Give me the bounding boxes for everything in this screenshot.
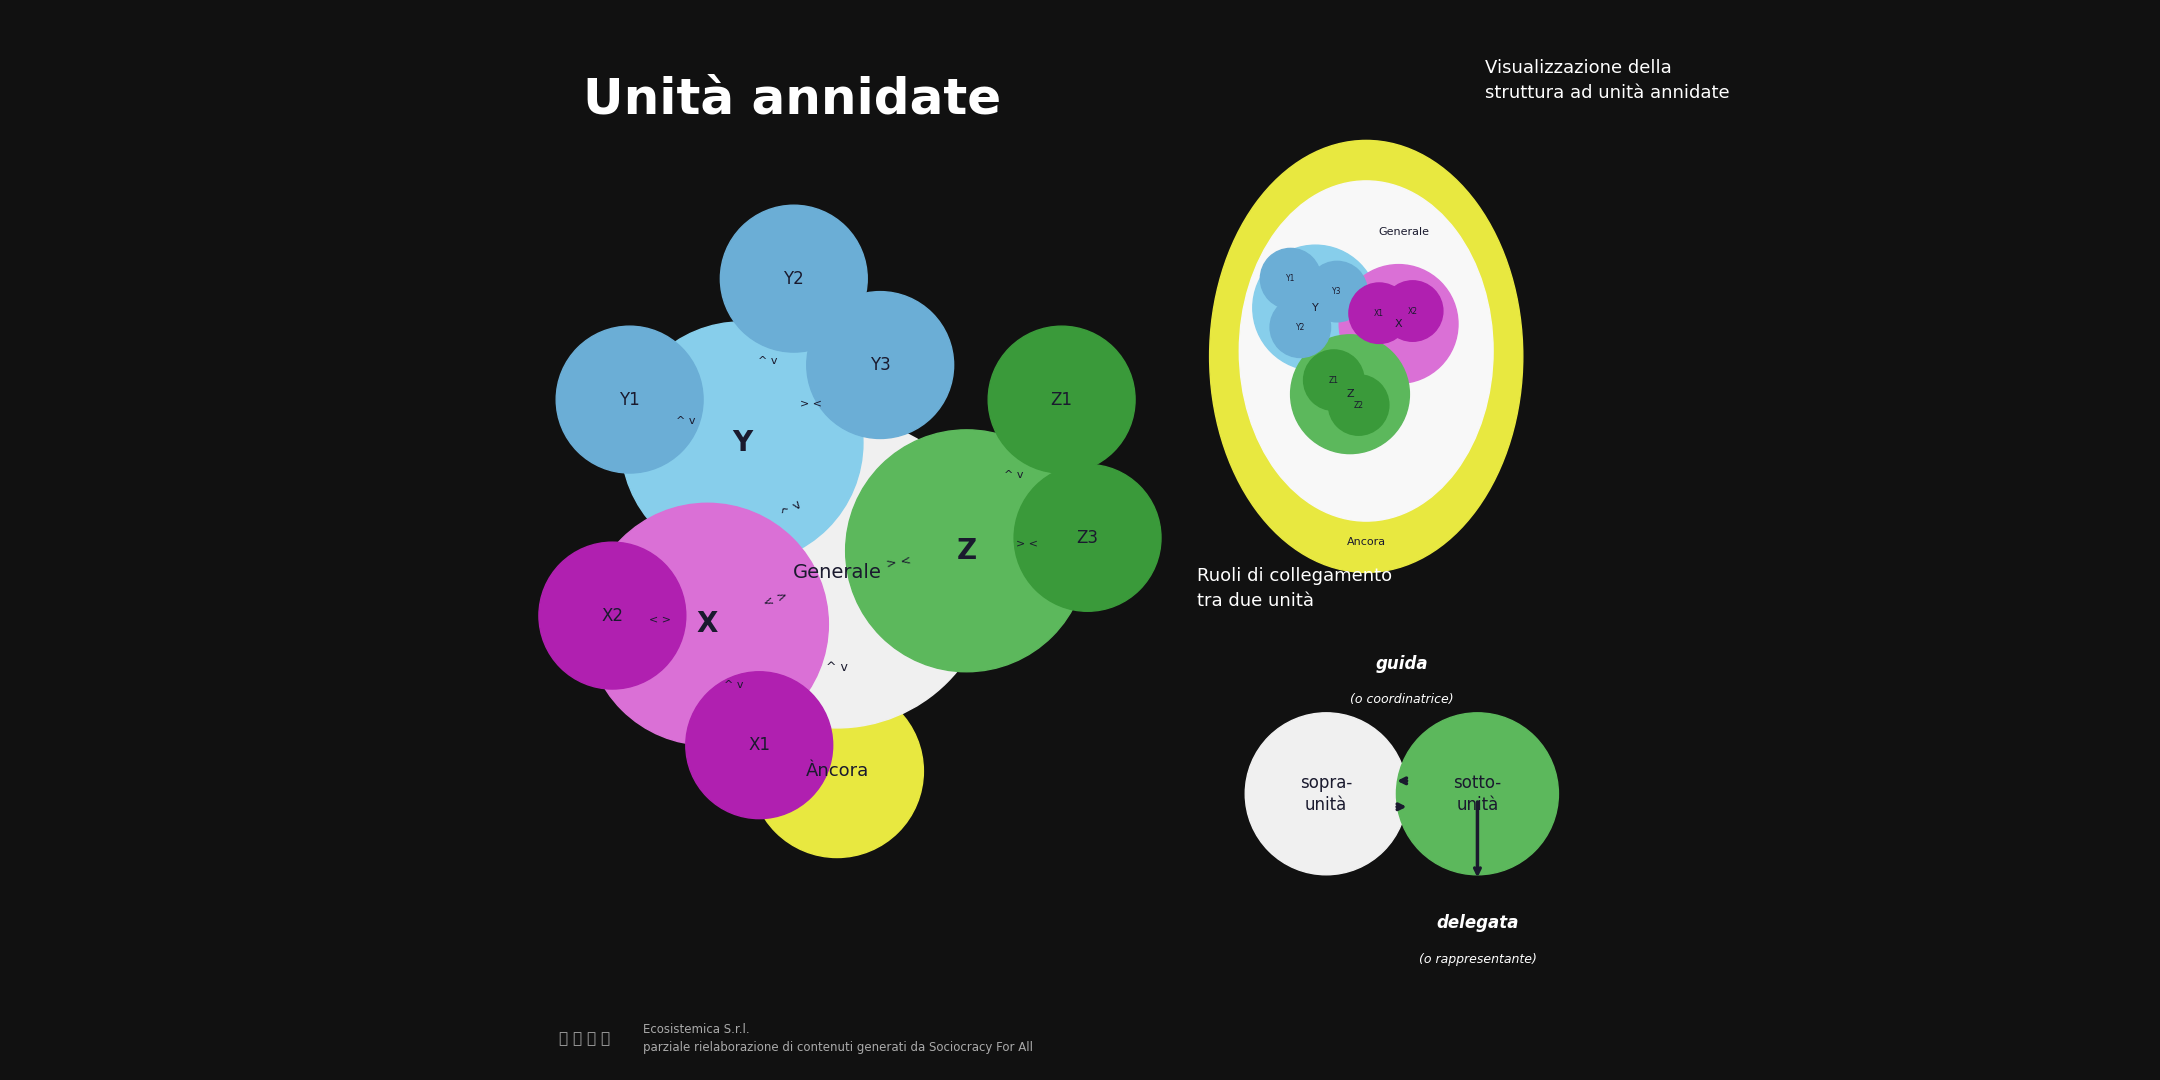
Circle shape: [752, 685, 924, 858]
Circle shape: [1305, 350, 1365, 410]
Text: Generale: Generale: [793, 563, 881, 582]
Circle shape: [683, 417, 994, 728]
Text: Ruoli di collegamento
tra due unità: Ruoli di collegamento tra due unità: [1197, 567, 1391, 610]
Text: Z: Z: [1346, 389, 1354, 400]
Text: Z3: Z3: [1076, 529, 1099, 546]
Circle shape: [588, 503, 829, 745]
Circle shape: [847, 430, 1086, 672]
Circle shape: [1307, 261, 1367, 322]
Text: Z1: Z1: [1328, 376, 1339, 384]
Circle shape: [1261, 248, 1320, 309]
Text: Y2: Y2: [1296, 323, 1305, 332]
Text: X2: X2: [600, 607, 624, 624]
Circle shape: [1253, 245, 1378, 370]
Text: Z2: Z2: [1354, 401, 1363, 409]
Text: X1: X1: [1374, 309, 1385, 318]
Text: Y3: Y3: [870, 356, 890, 374]
Circle shape: [808, 292, 955, 438]
Text: Y1: Y1: [620, 391, 639, 408]
Circle shape: [1382, 281, 1443, 341]
Text: > <: > <: [886, 554, 914, 570]
Circle shape: [1270, 297, 1331, 357]
Circle shape: [622, 322, 864, 564]
Text: guida: guida: [1376, 656, 1428, 673]
Text: Visualizzazione della
struttura ad unità annidate: Visualizzazione della struttura ad unità…: [1486, 59, 1730, 103]
Circle shape: [687, 672, 834, 819]
Text: Unità annidate: Unità annidate: [583, 76, 1002, 123]
Text: > <: > <: [1015, 539, 1039, 550]
Text: delegata: delegata: [1436, 915, 1518, 932]
Text: Z1: Z1: [1050, 391, 1074, 408]
Circle shape: [1398, 713, 1560, 875]
Text: (o rappresentante): (o rappresentante): [1419, 953, 1536, 966]
Text: Y: Y: [732, 429, 752, 457]
Ellipse shape: [1210, 140, 1523, 572]
Text: sotto-
unità: sotto- unità: [1454, 773, 1501, 814]
Text: Generale: Generale: [1378, 227, 1430, 238]
Text: Y2: Y2: [784, 270, 804, 287]
Circle shape: [555, 326, 704, 473]
Text: ^ v: ^ v: [724, 679, 743, 690]
Text: Ecosistemica S.r.l.
parziale rielaborazione di contenuti generati da Sociocracy : Ecosistemica S.r.l. parziale rielaborazi…: [644, 1024, 1032, 1054]
Circle shape: [540, 542, 687, 689]
Text: Y: Y: [1311, 302, 1320, 313]
Text: ^ v: ^ v: [676, 416, 696, 427]
Circle shape: [1339, 265, 1458, 383]
Text: ^ v: ^ v: [1004, 470, 1024, 481]
Text: ^ v: ^ v: [825, 661, 849, 674]
Circle shape: [989, 326, 1136, 473]
Text: Ancora: Ancora: [1346, 537, 1387, 548]
Text: X: X: [1395, 319, 1402, 329]
Text: sopra-
unità: sopra- unità: [1300, 773, 1352, 814]
Text: X: X: [698, 610, 717, 638]
Text: < >: < >: [648, 615, 672, 625]
Text: ^ v: ^ v: [780, 499, 804, 522]
Text: X2: X2: [1408, 307, 1417, 315]
Circle shape: [719, 205, 868, 352]
Text: X1: X1: [747, 737, 771, 754]
Text: ^ v: ^ v: [758, 355, 778, 366]
Circle shape: [1244, 713, 1408, 875]
Text: Z: Z: [957, 537, 976, 565]
Ellipse shape: [1240, 180, 1493, 522]
Circle shape: [1328, 375, 1389, 435]
Circle shape: [1015, 464, 1162, 611]
Circle shape: [1348, 283, 1410, 343]
Text: Ⓒ ⓘ Ⓢ Ⓒ: Ⓒ ⓘ Ⓢ Ⓒ: [559, 1031, 611, 1047]
Text: (o coordinatrice): (o coordinatrice): [1350, 693, 1454, 706]
Text: Y3: Y3: [1333, 287, 1341, 296]
Text: < >: < >: [760, 586, 788, 608]
Text: > <: > <: [799, 399, 823, 409]
Text: Àncora: Àncora: [806, 762, 868, 780]
Circle shape: [1292, 335, 1410, 454]
Text: Y1: Y1: [1285, 274, 1296, 283]
